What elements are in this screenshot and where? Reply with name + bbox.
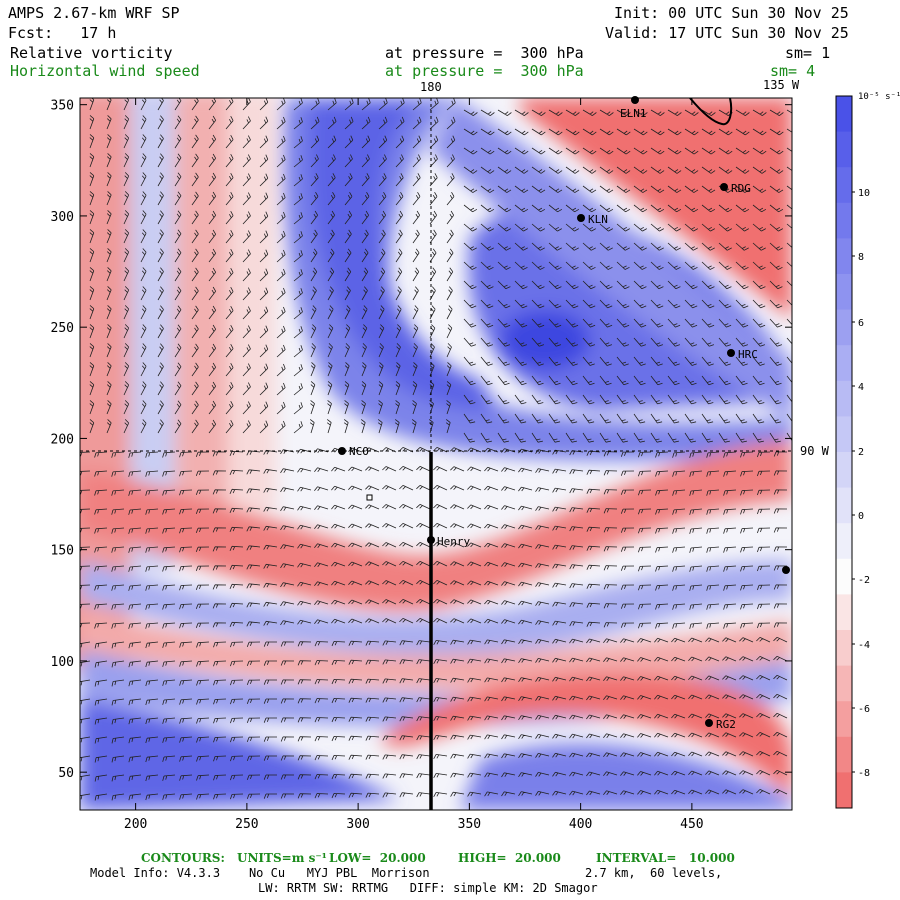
init-time: Init: 00 UTC Sun 30 Nov 25 (614, 4, 849, 22)
station-dot-edge (782, 566, 790, 574)
physics-info: LW: RRTM SW: RRTMG DIFF: simple KM: 2D S… (258, 881, 598, 895)
station-dot-rdg (720, 183, 728, 191)
field2-smoothing: sm= 4 (770, 62, 816, 80)
x-tick-label: 450 (680, 817, 703, 832)
station-label: NCO (349, 445, 369, 458)
station-dot-kln (577, 214, 585, 222)
model-info: Model Info: V4.3.3 No Cu MYJ PBL Morriso… (90, 866, 430, 880)
colorbar-tick-label: 4 (858, 382, 864, 393)
colorbar-units: 10⁻⁵ s⁻¹ (858, 92, 900, 102)
vorticity-field (80, 98, 792, 810)
grid-info: 2.7 km, 60 levels, (585, 866, 723, 880)
colorbar-tick-label: 6 (858, 318, 864, 329)
colorbar-tick-label: 2 (858, 447, 864, 458)
station-label: HRC (738, 348, 758, 361)
field1-name: Relative vorticity (10, 44, 173, 62)
x-tick-label: 250 (235, 817, 258, 832)
x-tick-label: 350 (458, 817, 481, 832)
colorbar-tick-label: -6 (858, 704, 870, 715)
y-tick-label: 200 (51, 432, 74, 447)
y-tick-label: 350 (51, 99, 74, 114)
y-tick-label: 100 (51, 655, 74, 670)
meridian-label-90w: 90 W (800, 444, 830, 458)
y-tick-label: 50 (58, 766, 74, 781)
contours-interval: INTERVAL= 10.000 (596, 851, 735, 865)
colorbar: 10 8 6 4 2 0 -2 -4 -6 -8 (835, 95, 870, 809)
y-axis: 350 300 250 200 150 100 50 (51, 99, 792, 781)
x-tick-label: 400 (569, 817, 592, 832)
station-label: RDG (731, 182, 751, 195)
model-title: AMPS 2.67-km WRF SP (8, 4, 180, 22)
station-markers (338, 96, 790, 727)
y-tick-label: 250 (51, 321, 74, 336)
contours-low: LOW= 20.000 (329, 851, 426, 865)
marker-square (366, 494, 373, 501)
station-dot-nco (338, 447, 346, 455)
station-label: RG2 (716, 718, 736, 731)
contours-high: HIGH= 20.000 (458, 851, 561, 865)
colorbar-tick-label: -2 (858, 575, 870, 586)
station-dot-henry (427, 536, 435, 544)
station-label: Henry (437, 535, 470, 548)
colorbar-tick-label: 8 (858, 252, 864, 263)
field2-level: at pressure = 300 hPa (385, 62, 584, 80)
meridian-label-180: 180 (420, 80, 442, 94)
station-dot-rg2 (705, 719, 713, 727)
x-tick-label: 200 (124, 817, 147, 832)
colorbar-tick-label: -4 (858, 640, 870, 651)
colorbar-tick-label: -8 (858, 768, 870, 779)
colorbar-tick-label: 10 (858, 188, 870, 199)
contours-label: CONTOURS: (141, 851, 225, 865)
meridian-label-135w: 135 W (763, 78, 800, 92)
field2-name: Horizontal wind speed (10, 62, 200, 80)
station-dot-hrc (727, 349, 735, 357)
x-tick-label: 300 (346, 817, 369, 832)
y-tick-label: 300 (51, 210, 74, 225)
station-label: ELN1 (620, 107, 647, 120)
y-tick-label: 150 (51, 544, 74, 559)
wind-barbs (80, 98, 792, 801)
contours-units: UNITS=m s⁻¹ (237, 851, 327, 865)
x-axis: 200 250 300 350 400 450 (124, 98, 704, 832)
forecast-hour: Fcst: 17 h (8, 24, 117, 42)
station-label: KLN (588, 213, 608, 226)
station-dot-eln1 (631, 96, 639, 104)
field1-smoothing: sm= 1 (785, 44, 831, 62)
wind-barb-field (80, 98, 792, 801)
field1-level: at pressure = 300 hPa (385, 44, 584, 62)
colorbar-tick-label: 0 (858, 511, 864, 522)
valid-time: Valid: 17 UTC Sun 30 Nov 25 (605, 24, 849, 42)
